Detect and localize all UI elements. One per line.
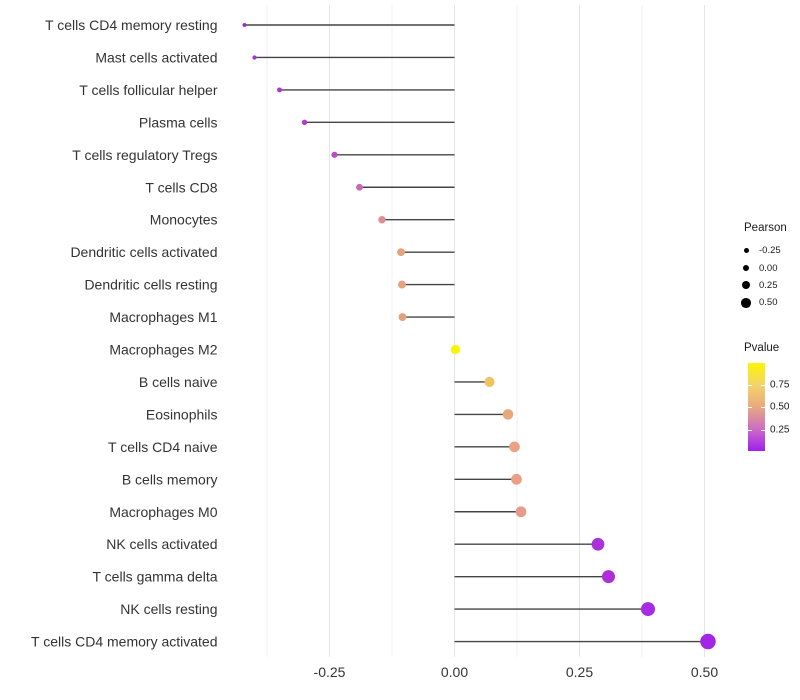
pearson-legend-dot — [743, 248, 749, 254]
y-axis-label: T cells follicular helper — [79, 82, 218, 98]
x-axis-tick-label: -0.25 — [314, 664, 346, 680]
pvalue-tick-label: 0.75 — [770, 379, 790, 391]
lollipop-dot — [331, 151, 338, 158]
y-axis-label: Mast cells activated — [95, 49, 217, 65]
pearson-legend-dot — [742, 264, 750, 272]
x-axis-tick-label: 0.50 — [691, 664, 718, 680]
pvalue-legend-body: 0.75 0.50 0.25 — [735, 362, 800, 451]
pearson-legend-entry: 0.50 — [735, 294, 800, 311]
pearson-legend-entry-label: 0.50 — [759, 297, 778, 309]
pearson-legend-entries: -0.25 0.00 0.25 0.50 — [735, 242, 800, 312]
pvalue-bar-tick — [748, 430, 752, 432]
y-axis-label: Eosinophils — [146, 406, 218, 422]
lollipop-dot — [301, 119, 308, 126]
lollipop-dot — [356, 183, 363, 191]
y-axis-label: Dendritic cells resting — [84, 277, 217, 293]
pearson-legend-entry: 0.00 — [735, 259, 800, 276]
y-axis-label: T cells CD4 naive — [108, 439, 218, 455]
y-axis-label: B cells naive — [139, 374, 218, 390]
lollipop-dot — [398, 313, 407, 322]
pearson-legend-entry-label: 0.25 — [759, 279, 778, 291]
lollipop-dot — [252, 55, 257, 60]
x-axis-tick-label: 0.25 — [566, 664, 593, 680]
y-axis-label: B cells memory — [122, 471, 218, 487]
pvalue-tick-label: 0.25 — [770, 424, 790, 436]
pearson-legend-dot — [741, 298, 751, 308]
lollipop-dot — [502, 409, 514, 420]
pvalue-tick-label: 0.50 — [770, 401, 790, 413]
y-axis-label: T cells regulatory Tregs — [72, 147, 217, 163]
pvalue-bar-tick — [761, 430, 765, 432]
pearson-legend-dot — [742, 281, 750, 290]
lollipop-dot — [601, 570, 616, 584]
pvalue-bar-tick — [748, 384, 752, 386]
pvalue-bar-tick — [748, 407, 752, 409]
lollipop-dot — [700, 633, 716, 650]
y-axis-label: Macrophages M1 — [109, 309, 217, 325]
x-axis-tick-label: 0.00 — [441, 664, 468, 680]
pvalue-bar-tick — [761, 407, 765, 409]
pearson-legend-dot-cell — [735, 264, 757, 272]
pearson-legend-dot-cell — [735, 298, 757, 308]
lollipop-dot — [450, 344, 461, 355]
lollipop-dot — [509, 441, 520, 453]
y-axis-label: Macrophages M2 — [109, 342, 217, 358]
lollipop-dot — [398, 280, 406, 289]
pearson-legend-dot-cell — [735, 281, 757, 290]
lollipop-dot — [515, 506, 527, 518]
pearson-size-legend: Pearson -0.25 0.00 0.25 0.50 — [735, 222, 800, 312]
pearson-legend-entry: 0.25 — [735, 277, 800, 294]
lollipop-dot — [641, 602, 655, 617]
lollipop-dot — [277, 87, 282, 93]
y-axis-label: Dendritic cells activated — [70, 244, 217, 260]
y-axis-label: T cells gamma delta — [92, 569, 217, 585]
pvalue-bar-tick — [761, 384, 765, 386]
y-axis-label: T cells CD8 — [145, 179, 217, 195]
y-axis-label: Macrophages M0 — [109, 504, 217, 520]
lollipop-dot — [397, 248, 405, 257]
lollipop-dot — [591, 537, 605, 551]
y-axis-label: T cells CD4 memory resting — [45, 17, 217, 33]
pvalue-legend-title: Pvalue — [744, 341, 780, 354]
y-axis-label: T cells CD4 memory activated — [31, 634, 217, 650]
pearson-legend-entry-label: -0.25 — [759, 245, 781, 257]
y-axis-label: Monocytes — [150, 212, 218, 228]
lollipop-dot — [378, 215, 386, 224]
pearson-legend-dot-cell — [735, 248, 757, 254]
lollipop-dot — [242, 23, 247, 27]
pearson-legend-title: Pearson — [744, 222, 787, 234]
lollipop-dot — [511, 473, 522, 485]
y-axis-label: Plasma cells — [139, 114, 218, 130]
lollipop-dot — [484, 376, 495, 387]
pvalue-gradient-bar — [748, 362, 765, 451]
pearson-legend-entry-label: 0.00 — [759, 262, 778, 274]
pvalue-color-legend: Pvalue 0.75 0.50 0.25 — [735, 342, 800, 451]
pearson-legend-entry: -0.25 — [735, 242, 800, 259]
y-axis-label: NK cells resting — [120, 601, 217, 617]
legend-panel: Pearson -0.25 0.00 0.25 0.50 Pvalue 0.75 0.5… — [735, 222, 800, 451]
y-axis-label: NK cells activated — [106, 536, 217, 552]
